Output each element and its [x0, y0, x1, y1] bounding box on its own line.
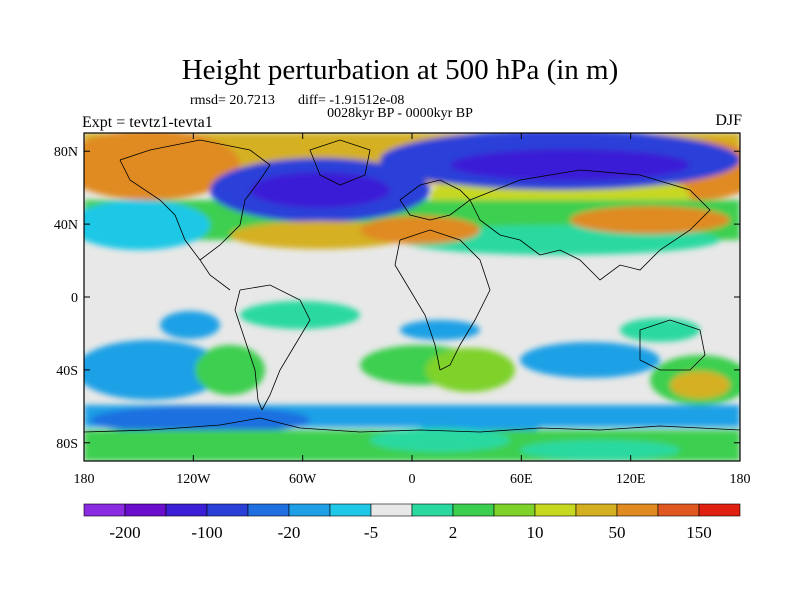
- height-field: [84, 133, 740, 461]
- y-tick-label: 40S: [56, 364, 78, 379]
- colorbar-swatch: [452, 503, 495, 517]
- colorbar-swatch: [534, 503, 577, 517]
- colorbar-label: -200: [109, 523, 140, 542]
- colorbar-swatch: [411, 503, 454, 517]
- colorbar-swatch: [657, 503, 700, 517]
- colorbar-swatch: [616, 503, 659, 517]
- y-tick-label: 80N: [54, 145, 78, 160]
- colorbar-swatch: [575, 503, 618, 517]
- colorbar-label: -5: [364, 523, 378, 542]
- experiment-label: Expt = tevtz1-tevta1: [82, 114, 213, 131]
- colorbar-swatch: [247, 503, 290, 517]
- x-tick-label: 120W: [176, 472, 211, 487]
- colorbar-swatch: [370, 503, 413, 517]
- colorbar-label: 10: [527, 523, 544, 542]
- colorbar-swatch: [124, 503, 167, 517]
- period-label: 0028kyr BP - 0000kyr BP: [327, 106, 473, 121]
- y-tick-label: 80S: [56, 437, 78, 452]
- season-label: DJF: [715, 112, 742, 129]
- map-title: Height perturbation at 500 hPa (in m): [181, 54, 619, 86]
- x-tick-label: 60W: [289, 472, 317, 487]
- colorbar-swatch: [165, 503, 208, 517]
- colorbar-swatch: [83, 503, 126, 517]
- coastlines: [84, 139, 740, 433]
- y-tick-label: 0: [71, 291, 78, 306]
- colorbar-swatch: [206, 503, 249, 517]
- colorbar-label: -100: [191, 523, 222, 542]
- y-axis: 80N 40N 0 40S 80S: [54, 145, 740, 452]
- x-tick-label: 0: [409, 472, 416, 487]
- colorbar-swatch: [493, 503, 536, 517]
- x-axis: 180 120W 60W 0 60E 120E 180: [74, 133, 751, 487]
- colorbar-label: 150: [686, 523, 712, 542]
- x-tick-label: 60E: [510, 472, 533, 487]
- x-tick-label: 180: [730, 472, 751, 487]
- colorbar-swatch: [329, 503, 372, 517]
- rmsd-label: rmsd= 20.7213: [190, 93, 275, 108]
- colorbar-label: 2: [449, 523, 458, 542]
- colorbar: -200 -100 -20 -5 2 10 50 150: [83, 503, 741, 542]
- x-tick-label: 180: [74, 472, 95, 487]
- x-tick-label: 120E: [616, 472, 646, 487]
- colorbar-swatch: [288, 503, 331, 517]
- y-tick-label: 40N: [54, 218, 78, 233]
- colorbar-label: 50: [609, 523, 626, 542]
- colorbar-swatch: [698, 503, 741, 517]
- colorbar-label: -20: [278, 523, 301, 542]
- diff-label: diff= -1.91512e-08: [298, 93, 405, 108]
